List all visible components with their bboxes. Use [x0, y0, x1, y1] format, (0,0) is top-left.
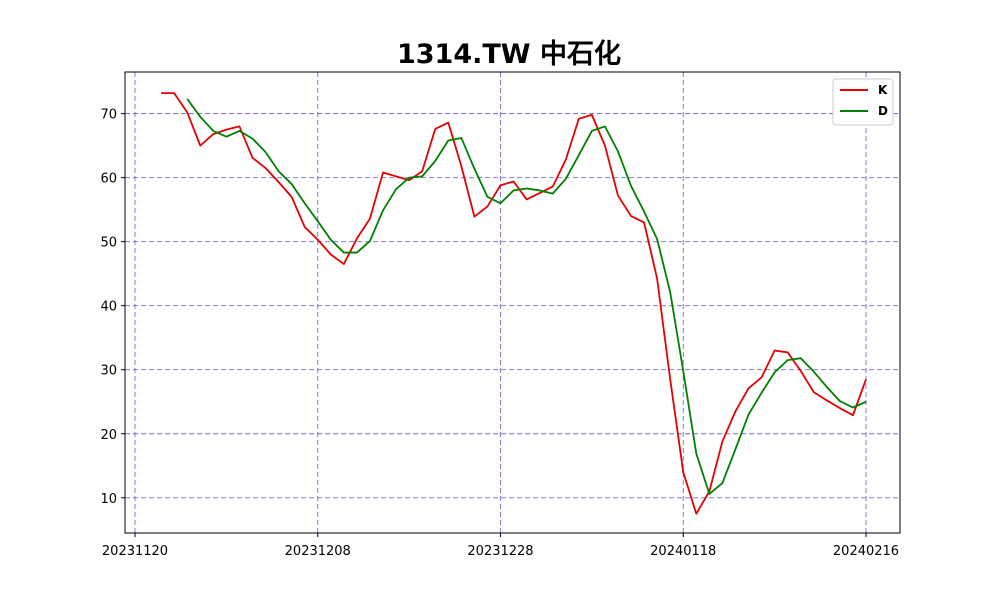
y-tick-label: 60	[100, 172, 117, 187]
axis-ticks: 10 20 30 40 50 60 70 20231120 20231208 20231228 20…	[100, 108, 899, 559]
x-tick-label: 20240216	[833, 544, 899, 559]
y-tick-label: 40	[100, 300, 117, 315]
legend-label-d: D	[878, 104, 888, 118]
x-tick-label: 20231120	[102, 544, 168, 559]
y-tick-label: 10	[100, 492, 117, 507]
grid-lines	[125, 72, 900, 533]
series-lines	[161, 92, 867, 515]
chart-title: 1314.TW 中石化	[397, 39, 621, 70]
y-tick-label: 50	[100, 236, 117, 251]
y-tick-label: 70	[100, 108, 117, 123]
y-tick-label: 20	[100, 428, 117, 443]
x-tick-label: 20231208	[285, 544, 351, 559]
legend: K D	[832, 78, 894, 126]
legend-label-k: K	[878, 83, 888, 97]
series-line-d	[186, 98, 867, 495]
y-tick-label: 30	[100, 364, 117, 379]
x-tick-label: 20231228	[467, 544, 533, 559]
x-tick-label: 20240118	[650, 544, 716, 559]
series-line-k	[161, 92, 867, 515]
plot-area-frame	[124, 71, 901, 534]
